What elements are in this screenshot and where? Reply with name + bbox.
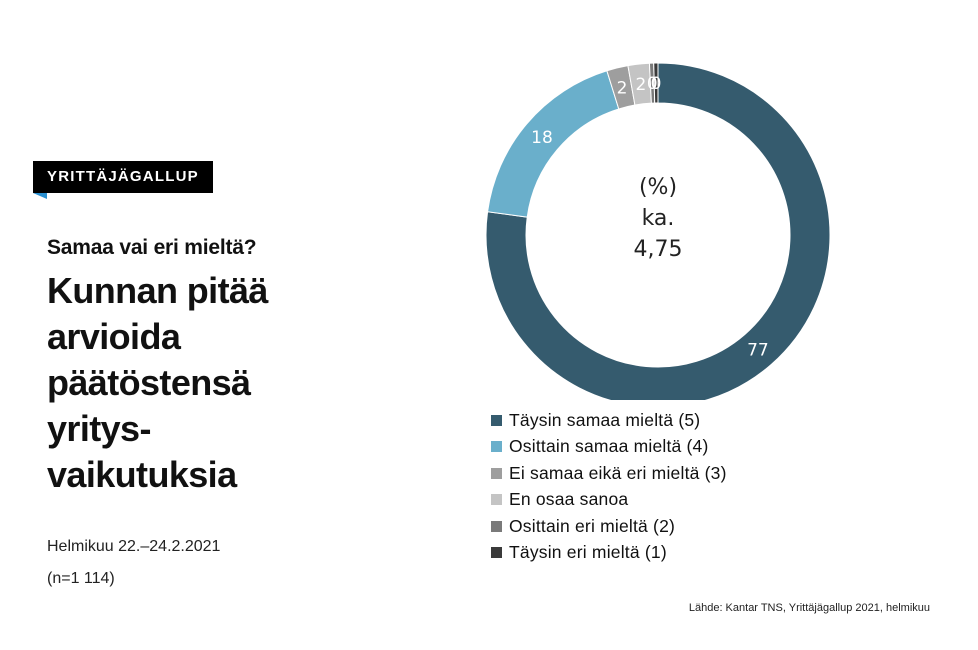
source-note: Lähde: Kantar TNS, Yrittäjägallup 2021, … — [688, 602, 930, 614]
headline: Kunnan pitää arvioida päätöstensä yritys… — [47, 268, 377, 498]
donut-center-average: 4,75 — [634, 237, 683, 262]
donut-slice-label: 2 — [635, 75, 646, 95]
donut-slice-label: 0 — [647, 74, 658, 94]
legend-label: Ei samaa eikä eri mieltä (3) — [509, 462, 727, 483]
legend-label: Osittain samaa mieltä (4) — [509, 436, 709, 457]
donut-slice — [485, 62, 831, 400]
legend-swatch — [491, 547, 502, 559]
legend-label: Täysin eri mieltä (1) — [509, 542, 667, 563]
donut-slice-label: 18 — [531, 128, 553, 148]
legend-label: Täysin samaa mieltä (5) — [509, 409, 701, 430]
legend-label: Osittain eri mieltä (2) — [509, 515, 676, 536]
badge-tab-decoration — [33, 193, 47, 199]
headline-line: päätöstensä — [47, 362, 251, 403]
donut-slice-label: 0 — [651, 74, 662, 94]
donut-slice-label: 2 — [617, 78, 628, 98]
donut-slice — [653, 62, 659, 104]
legend-item: Täysin samaa mieltä (5) — [491, 407, 727, 434]
legend-swatch — [491, 441, 502, 453]
legend-item: Täysin eri mieltä (1) — [491, 540, 727, 567]
legend-swatch — [491, 494, 502, 506]
survey-date: Helmikuu 22.–24.2.2021 — [47, 538, 221, 555]
legend-swatch — [491, 467, 502, 479]
headline-line: arvioida — [47, 316, 181, 357]
legend-swatch — [491, 520, 502, 532]
donut-slices — [485, 62, 831, 400]
sample-size: (n=1 114) — [47, 570, 115, 587]
legend-item: Ei samaa eikä eri mieltä (3) — [491, 460, 727, 487]
donut-center-unit: (%) — [639, 175, 677, 200]
legend-label: En osaa sanoa — [509, 489, 629, 510]
legend-item: Osittain samaa mieltä (4) — [491, 434, 727, 461]
legend-item: En osaa sanoa — [491, 487, 727, 514]
chart-legend: Täysin samaa mieltä (5) Osittain samaa mi… — [491, 407, 727, 566]
headline-line: vaikutuksia — [47, 454, 237, 495]
legend-swatch — [491, 414, 502, 426]
brand-badge: YRITTÄJÄGALLUP — [33, 161, 213, 193]
headline-line: yritys- — [47, 408, 151, 449]
legend-item: Osittain eri mieltä (2) — [491, 513, 727, 540]
donut-center-label: ka. — [642, 206, 675, 231]
donut-slice-label: 77 — [747, 341, 769, 361]
kicker-question: Samaa vai eri mieltä? — [47, 236, 257, 259]
headline-line: Kunnan pitää — [47, 270, 268, 311]
donut-slice — [487, 70, 620, 218]
